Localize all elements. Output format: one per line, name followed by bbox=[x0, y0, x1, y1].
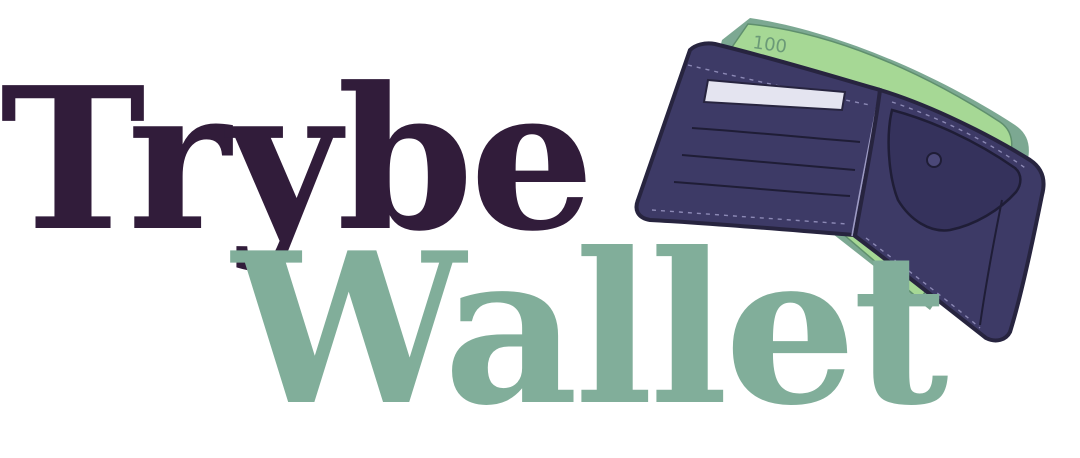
wallet-icon: 100 bbox=[634, 18, 1046, 343]
coin-pocket-flap bbox=[887, 108, 1022, 232]
snap-button-icon bbox=[926, 152, 942, 168]
card-slot bbox=[702, 78, 847, 112]
logo-word-wallet: Wallet bbox=[232, 208, 949, 452]
logo-word-trybe: Trybe bbox=[0, 45, 594, 275]
